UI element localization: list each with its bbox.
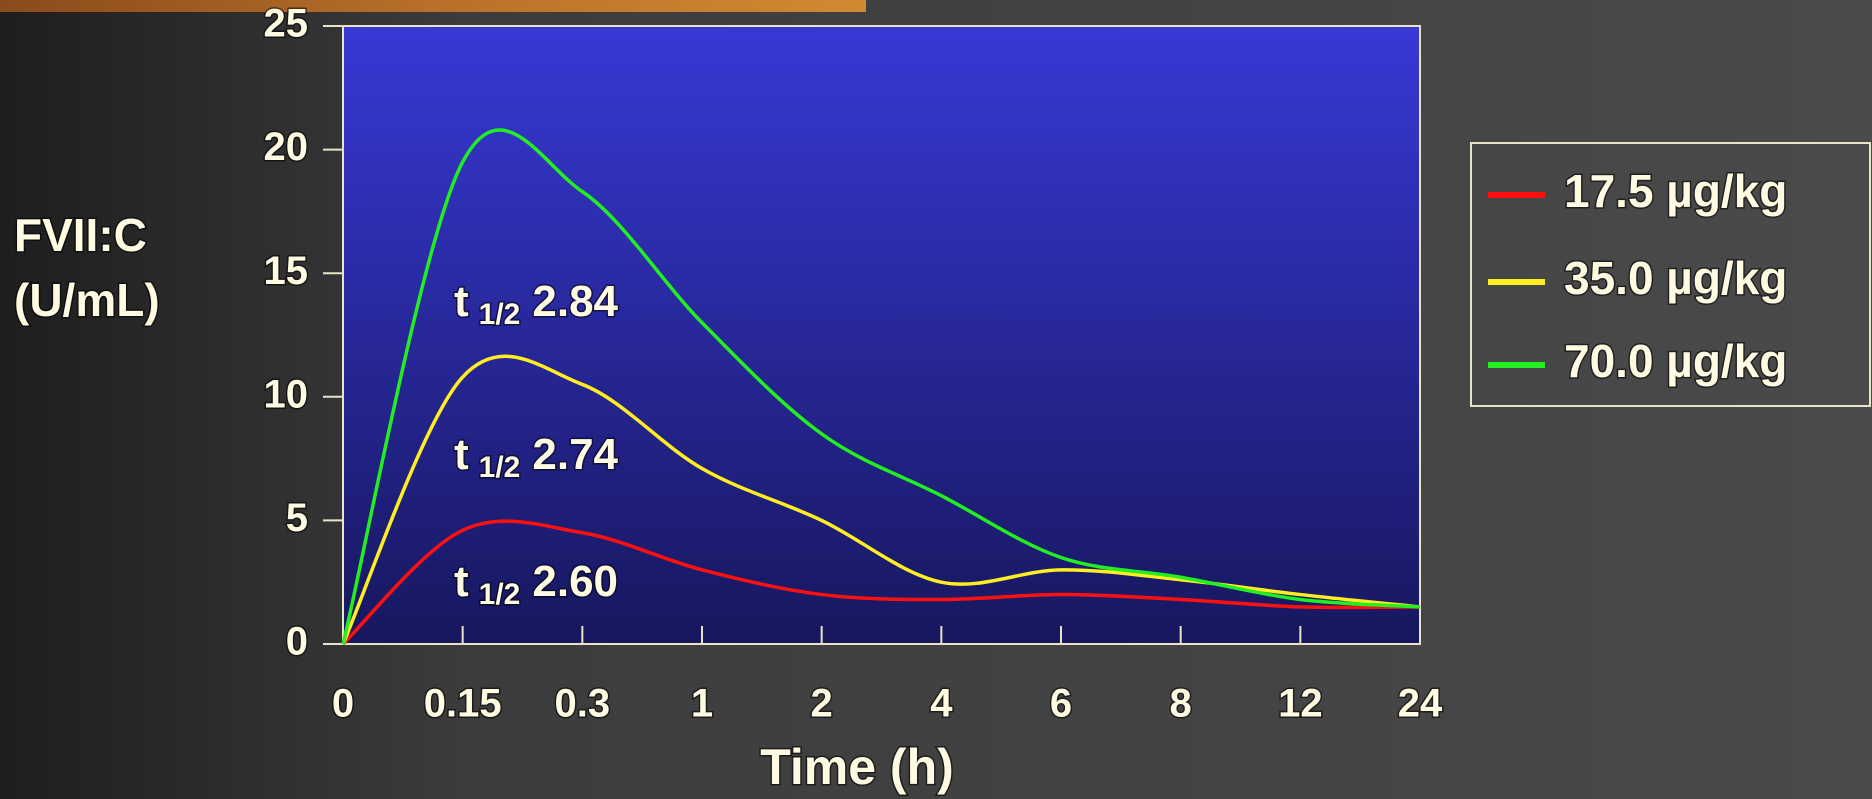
x-tick-label: 4 [930,682,953,726]
y-tick-label: 15 [264,249,309,293]
annotation-text: t [454,557,469,606]
x-axis-label: Time (h) [760,739,954,795]
x-tick-label: 2 [811,682,833,726]
annotation-subscript: 1/2 [479,298,521,331]
legend-label: 70.0 µg/kg [1564,335,1787,387]
page: FVII:C (U/mL) Time (h) 0 5 10 15 20 25 0 0.15 0.… [0,0,1872,799]
y-axis-label: (U/mL) [14,274,160,326]
y-tick-label: 5 [286,496,308,540]
x-tick-label: 1 [691,682,713,726]
annotation-subscript: 1/2 [479,578,521,611]
chart: FVII:C (U/mL) Time (h) 0 5 10 15 20 25 0 0.15 0.… [0,0,1872,799]
y-tick-label: 25 [264,2,309,46]
x-tick-label: 0.15 [424,682,502,726]
y-tick-label: 0 [286,620,308,664]
x-tick-label: 0.3 [555,682,611,726]
x-tick-label: 24 [1398,682,1443,726]
x-tick-label: 8 [1170,682,1192,726]
x-tick-label: 0 [332,682,354,726]
annotation-text: t [454,430,469,479]
y-tick-label: 10 [264,372,309,416]
legend-label: 17.5 µg/kg [1564,165,1787,217]
x-tick-label: 6 [1050,682,1072,726]
plot-area [343,26,1420,644]
y-axis-label: FVII:C [14,209,147,261]
annotation-value: 2.60 [532,557,618,606]
annotation-subscript: 1/2 [479,451,521,484]
decoration [0,0,866,12]
x-tick-label: 12 [1278,682,1323,726]
y-tick-label: 20 [264,125,309,169]
annotation-value: 2.84 [532,277,618,326]
annotation-value: 2.74 [532,430,618,479]
legend-label: 35.0 µg/kg [1564,252,1787,304]
annotation-text: t [454,277,469,326]
